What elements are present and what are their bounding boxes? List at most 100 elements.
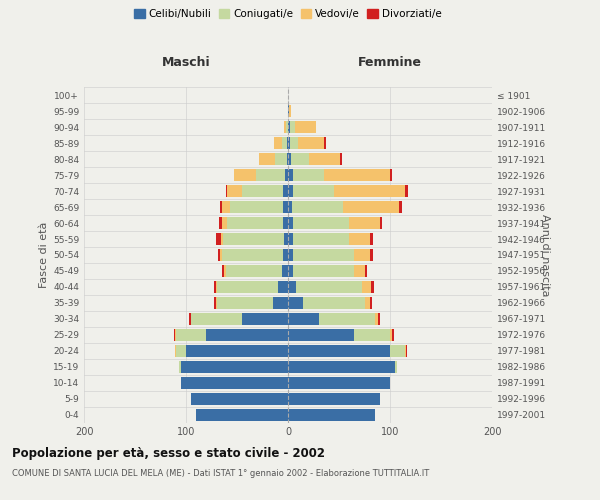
- Bar: [181, 360, 288, 372]
- Bar: [174, 329, 175, 340]
- Bar: [176, 329, 206, 340]
- Bar: [274, 138, 282, 149]
- Bar: [282, 265, 288, 277]
- Bar: [215, 297, 217, 309]
- Bar: [218, 249, 220, 261]
- Bar: [293, 249, 355, 261]
- Bar: [221, 233, 223, 245]
- Bar: [290, 138, 298, 149]
- Bar: [288, 170, 293, 181]
- Bar: [230, 201, 283, 213]
- Bar: [304, 297, 365, 309]
- Bar: [406, 185, 409, 197]
- Bar: [296, 281, 362, 293]
- Bar: [287, 154, 288, 166]
- Bar: [288, 138, 290, 149]
- Text: COMUNE DI SANTA LUCIA DEL MELA (ME) - Dati ISTAT 1° gennaio 2002 - Elaborazione : COMUNE DI SANTA LUCIA DEL MELA (ME) - Da…: [12, 469, 429, 478]
- Bar: [278, 281, 288, 293]
- Bar: [288, 344, 390, 356]
- Bar: [293, 217, 349, 229]
- Bar: [286, 122, 288, 134]
- Bar: [196, 408, 288, 420]
- Bar: [370, 297, 371, 309]
- Bar: [395, 360, 397, 372]
- Bar: [375, 313, 378, 325]
- Bar: [380, 217, 382, 229]
- Bar: [287, 138, 288, 149]
- Bar: [283, 185, 288, 197]
- Bar: [293, 185, 334, 197]
- Bar: [223, 233, 284, 245]
- Bar: [371, 281, 374, 293]
- Bar: [284, 122, 286, 134]
- Bar: [226, 185, 227, 197]
- Bar: [285, 170, 288, 181]
- Bar: [288, 249, 293, 261]
- Bar: [298, 138, 324, 149]
- Bar: [214, 297, 215, 309]
- Bar: [324, 138, 326, 149]
- Bar: [186, 344, 288, 356]
- Bar: [340, 154, 342, 166]
- Bar: [370, 249, 373, 261]
- Bar: [370, 233, 373, 245]
- Bar: [288, 392, 380, 404]
- Bar: [288, 201, 292, 213]
- Bar: [324, 170, 390, 181]
- Bar: [378, 313, 380, 325]
- Bar: [189, 313, 191, 325]
- Bar: [288, 217, 293, 229]
- Bar: [362, 281, 371, 293]
- Bar: [288, 233, 293, 245]
- Bar: [390, 329, 392, 340]
- Bar: [191, 392, 288, 404]
- Bar: [224, 265, 226, 277]
- Bar: [220, 201, 222, 213]
- Bar: [214, 281, 215, 293]
- Bar: [288, 408, 375, 420]
- Bar: [218, 217, 222, 229]
- Bar: [181, 376, 288, 388]
- Bar: [227, 217, 283, 229]
- Bar: [293, 170, 324, 181]
- Bar: [295, 122, 316, 134]
- Bar: [349, 217, 380, 229]
- Bar: [293, 233, 349, 245]
- Bar: [365, 265, 367, 277]
- Bar: [273, 297, 288, 309]
- Bar: [390, 344, 406, 356]
- Bar: [288, 376, 390, 388]
- Bar: [283, 217, 288, 229]
- Bar: [288, 313, 319, 325]
- Bar: [242, 313, 288, 325]
- Bar: [175, 329, 176, 340]
- Bar: [215, 233, 221, 245]
- Bar: [288, 185, 293, 197]
- Bar: [290, 122, 295, 134]
- Bar: [334, 185, 406, 197]
- Text: Maschi: Maschi: [161, 56, 211, 69]
- Bar: [282, 138, 287, 149]
- Bar: [288, 329, 355, 340]
- Bar: [288, 154, 291, 166]
- Text: Popolazione per età, sesso e stato civile - 2002: Popolazione per età, sesso e stato civil…: [12, 448, 325, 460]
- Bar: [310, 154, 340, 166]
- Bar: [222, 217, 227, 229]
- Bar: [399, 201, 402, 213]
- Y-axis label: Anni di nascita: Anni di nascita: [540, 214, 550, 296]
- Bar: [191, 313, 242, 325]
- Bar: [349, 233, 370, 245]
- Bar: [217, 281, 278, 293]
- Legend: Celibi/Nubili, Coniugati/e, Vedovi/e, Divorziati/e: Celibi/Nubili, Coniugati/e, Vedovi/e, Di…: [130, 5, 446, 24]
- Bar: [293, 265, 355, 277]
- Bar: [176, 344, 186, 356]
- Text: Femmine: Femmine: [358, 56, 422, 69]
- Bar: [217, 297, 273, 309]
- Bar: [292, 201, 343, 213]
- Bar: [343, 201, 399, 213]
- Bar: [234, 170, 256, 181]
- Y-axis label: Fasce di età: Fasce di età: [39, 222, 49, 288]
- Bar: [206, 329, 288, 340]
- Bar: [284, 233, 288, 245]
- Bar: [392, 329, 394, 340]
